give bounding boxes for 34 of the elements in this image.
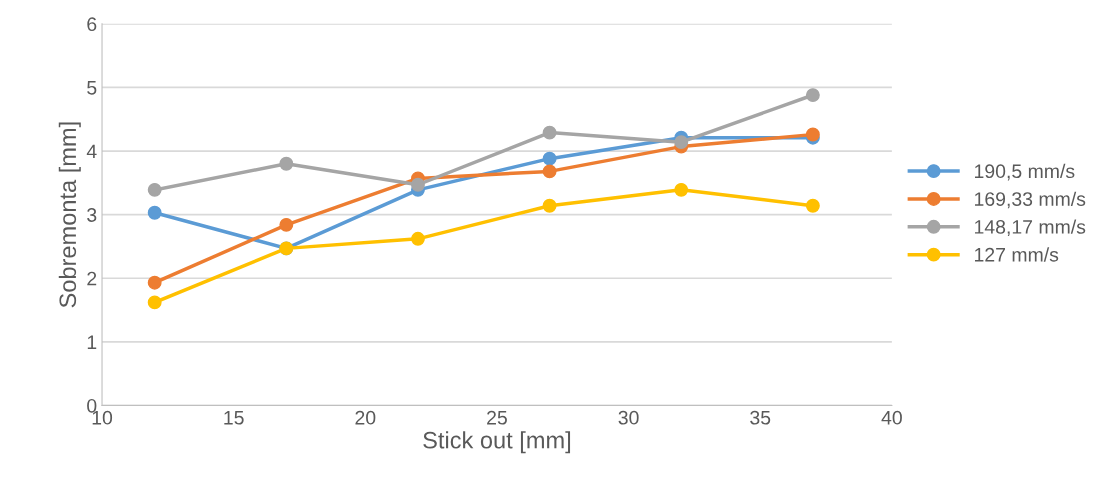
point <box>279 217 294 232</box>
point <box>805 88 820 103</box>
legend-label: 190,5 mm/s <box>975 163 1075 181</box>
point <box>674 135 689 150</box>
y-tick-label: 4 <box>86 144 97 159</box>
x-tick-label: 20 <box>355 410 376 425</box>
x-tick-label: 35 <box>750 410 771 425</box>
y-tick-label: 3 <box>87 208 97 222</box>
point <box>674 182 689 197</box>
legend-label: 127 mm/s <box>975 247 1059 262</box>
x-tick-label: 40 <box>881 410 902 425</box>
point <box>411 231 425 246</box>
y-tick-label: 5 <box>87 81 97 95</box>
x-axis-title: Stick out [mm] <box>423 431 571 454</box>
point <box>542 198 557 213</box>
point <box>805 198 820 213</box>
point <box>542 164 557 179</box>
point <box>147 182 162 197</box>
legend-label: 169,33 mm/s <box>975 191 1086 209</box>
x-tick-label: 30 <box>618 410 639 425</box>
y-tick-label: 6 <box>87 17 97 32</box>
point <box>542 125 557 140</box>
legend-label: 148,17 mm/s <box>975 219 1086 237</box>
point <box>147 205 162 220</box>
y-tick-label: 1 <box>87 335 97 349</box>
point <box>147 295 162 310</box>
point <box>411 177 425 192</box>
point <box>147 275 162 290</box>
x-tick-label: 15 <box>224 411 244 425</box>
x-tick-label: 25 <box>487 410 507 425</box>
y-axis-title: Sobremonta [mm] <box>58 122 81 308</box>
point <box>542 151 557 166</box>
point <box>279 156 294 171</box>
y-tick-label: 2 <box>87 271 97 286</box>
